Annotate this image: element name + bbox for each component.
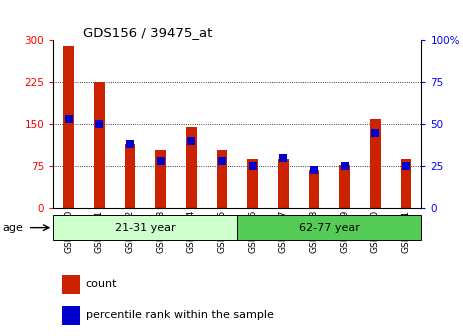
Bar	[125, 144, 135, 208]
Text: GDS156 / 39475_at: GDS156 / 39475_at	[83, 26, 212, 39]
Point	[310, 167, 318, 172]
Text: 62-77 year: 62-77 year	[299, 223, 360, 233]
Text: count: count	[86, 279, 117, 289]
Bar	[339, 165, 350, 208]
Text: 21-31 year: 21-31 year	[115, 223, 175, 233]
Point	[218, 159, 225, 164]
Bar	[186, 127, 197, 208]
Point	[280, 155, 287, 161]
Text: age: age	[3, 223, 24, 233]
Point	[249, 164, 257, 169]
Bar	[278, 159, 288, 208]
Point	[402, 164, 410, 169]
Bar	[309, 170, 319, 208]
Bar	[370, 119, 381, 208]
Point	[188, 138, 195, 144]
Point	[372, 130, 379, 135]
Point	[65, 117, 72, 122]
Bar	[63, 46, 74, 208]
Bar	[53, 215, 238, 240]
Bar	[247, 159, 258, 208]
Bar	[238, 215, 421, 240]
Bar	[155, 150, 166, 208]
Bar	[217, 150, 227, 208]
Text: percentile rank within the sample: percentile rank within the sample	[86, 310, 274, 320]
Point	[126, 142, 134, 147]
Point	[157, 159, 164, 164]
Bar	[62, 275, 80, 294]
Bar	[94, 82, 105, 208]
Bar	[400, 159, 411, 208]
Point	[341, 164, 348, 169]
Bar	[62, 306, 80, 325]
Point	[95, 122, 103, 127]
